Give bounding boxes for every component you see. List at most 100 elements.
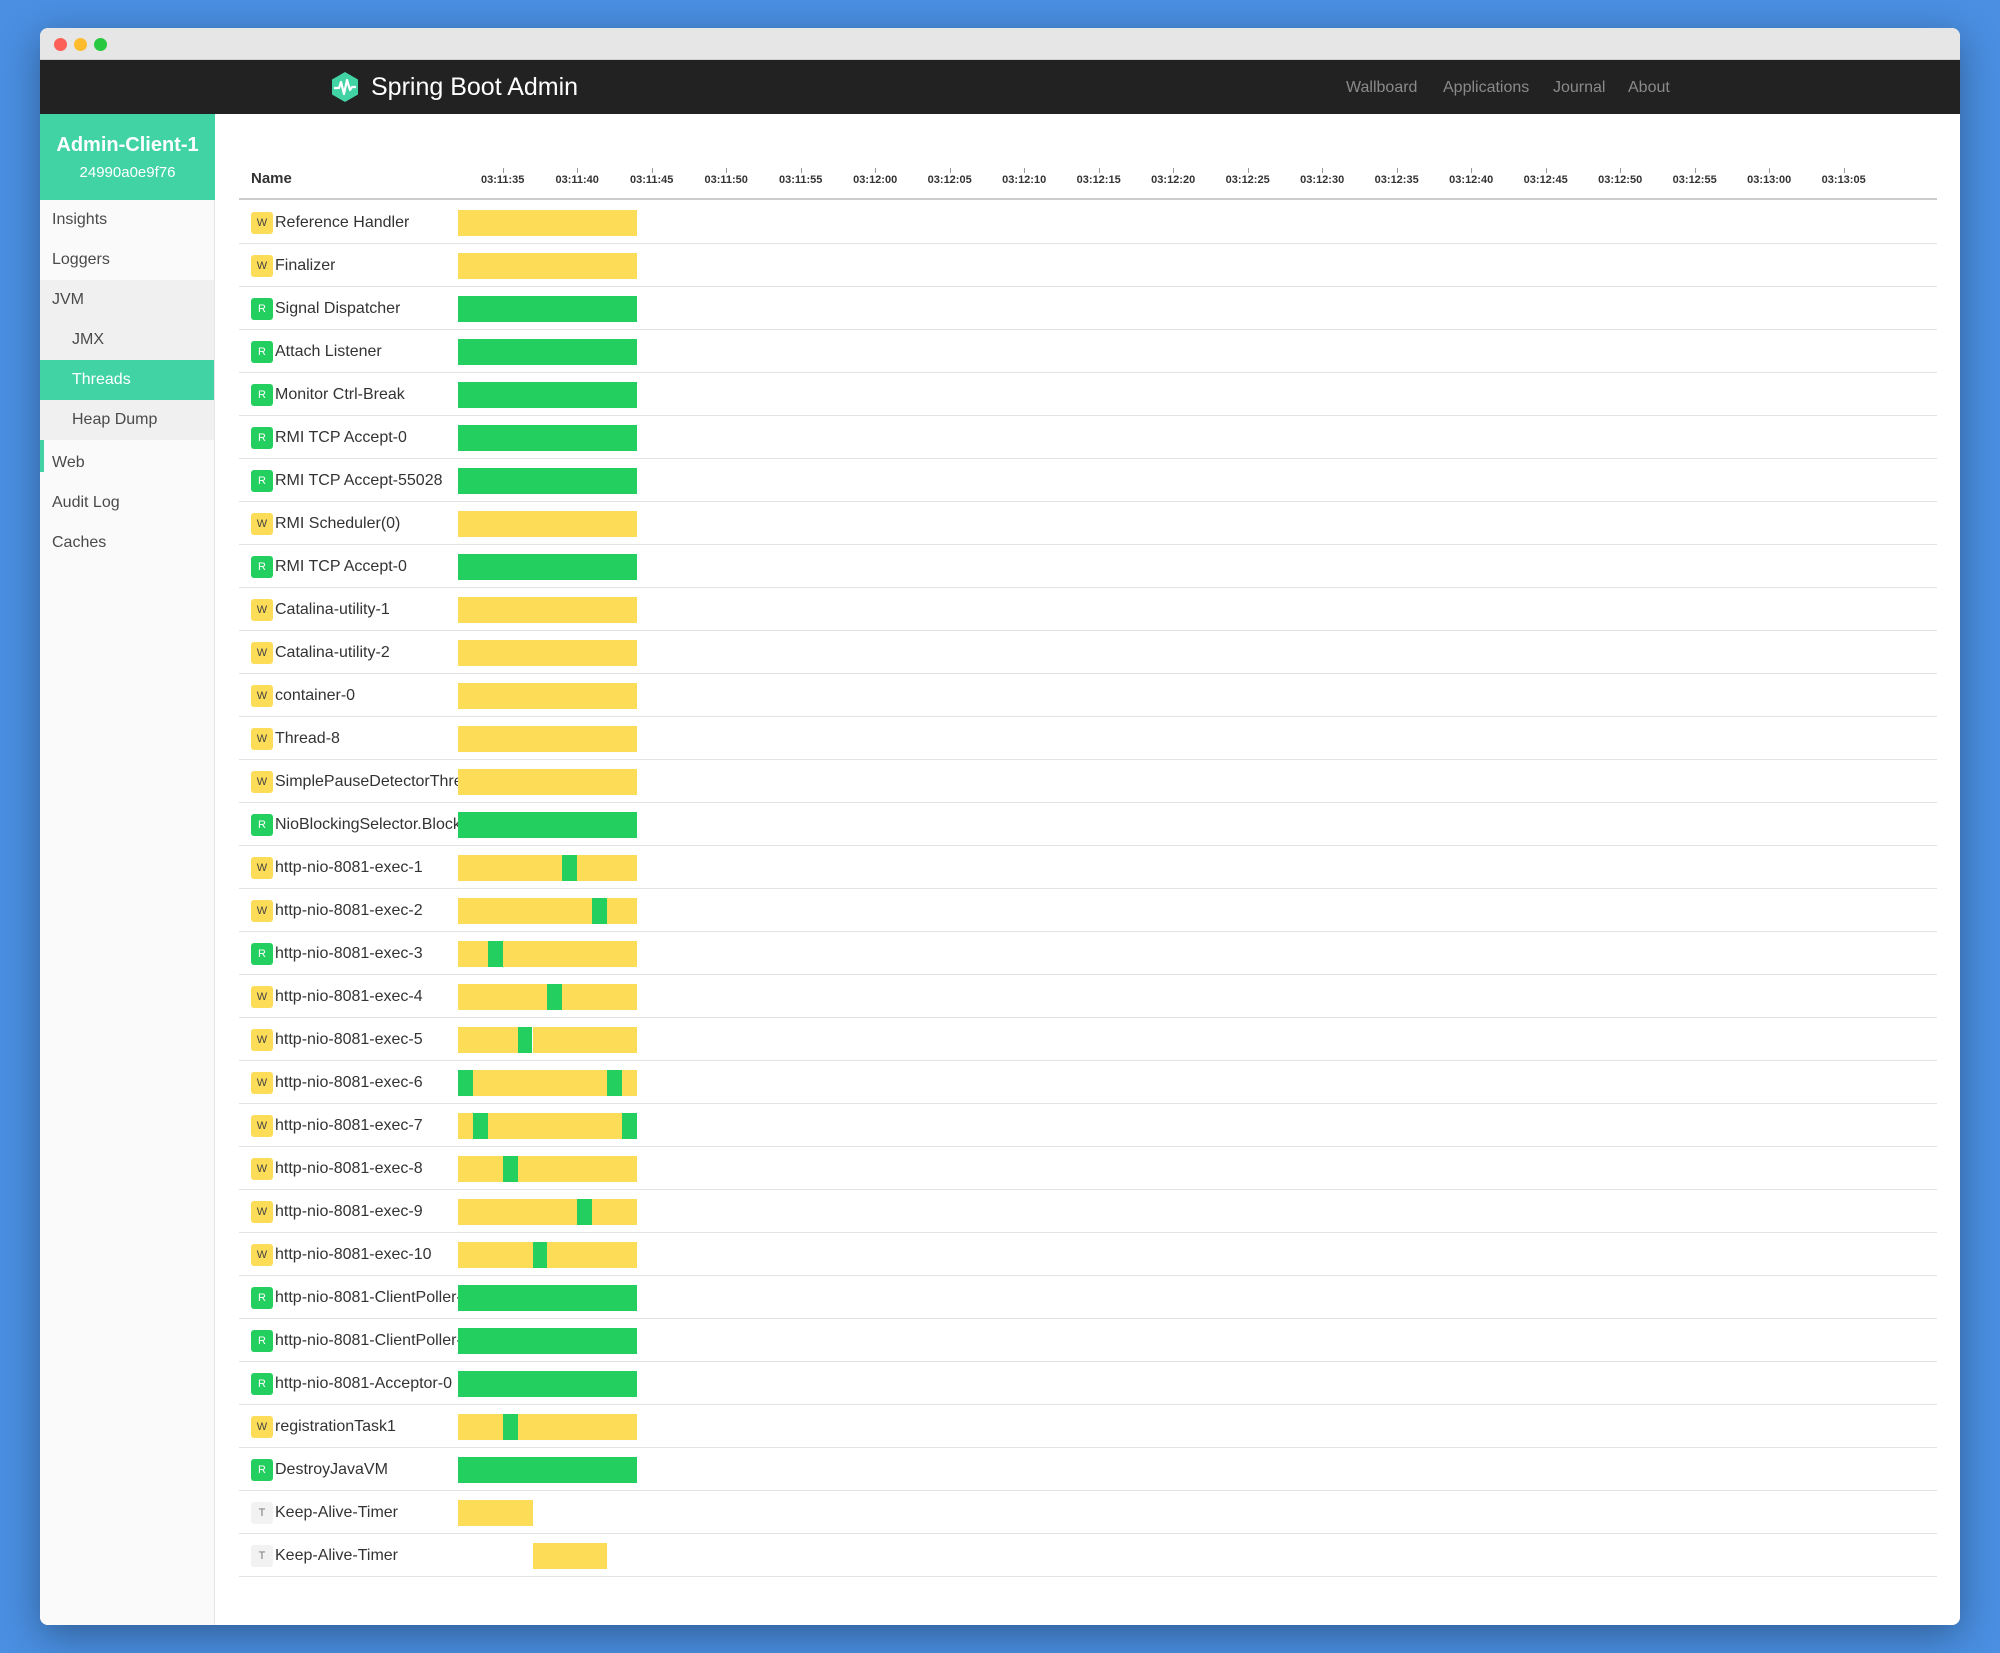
maximize-window-button[interactable] [94, 38, 107, 51]
runnable-segment[interactable] [458, 339, 637, 365]
minimize-window-button[interactable] [74, 38, 87, 51]
runnable-segment[interactable] [607, 1070, 622, 1096]
thread-row[interactable]: R RMI TCP Accept-0 [239, 544, 1937, 588]
runnable-segment[interactable] [458, 1371, 637, 1397]
waiting-segment[interactable] [458, 984, 548, 1010]
runnable-segment[interactable] [458, 554, 637, 580]
waiting-segment[interactable] [458, 855, 563, 881]
sidebar-item-jmx[interactable]: JMX [40, 320, 214, 360]
thread-row[interactable]: T Keep-Alive-Timer [239, 1490, 1937, 1534]
sidebar-item-jvm[interactable]: JVM [40, 280, 214, 320]
waiting-segment[interactable] [458, 253, 637, 279]
thread-row[interactable]: R DestroyJavaVM [239, 1447, 1937, 1491]
runnable-segment[interactable] [517, 1027, 533, 1053]
nav-applications[interactable]: Applications [1443, 79, 1530, 96]
thread-row[interactable]: W SimplePauseDetectorThrea... [239, 759, 1937, 803]
sidebar-item-heap-dump[interactable]: Heap Dump [40, 400, 214, 440]
nav-journal[interactable]: Journal [1553, 79, 1606, 96]
waiting-segment[interactable] [547, 1242, 637, 1268]
runnable-segment[interactable] [502, 1414, 518, 1440]
runnable-segment[interactable] [487, 941, 503, 967]
waiting-segment[interactable] [621, 1070, 637, 1096]
waiting-segment[interactable] [592, 1199, 637, 1225]
thread-row[interactable]: W Finalizer [239, 243, 1937, 287]
waiting-segment[interactable] [458, 683, 637, 709]
sidebar-item-insights[interactable]: Insights [52, 211, 108, 228]
waiting-segment[interactable] [458, 1199, 578, 1225]
nav-about[interactable]: About [1628, 79, 1670, 96]
waiting-segment[interactable] [458, 210, 637, 236]
thread-row[interactable]: W Catalina-utility-1 [239, 587, 1937, 631]
runnable-segment[interactable] [458, 812, 637, 838]
waiting-segment[interactable] [458, 941, 488, 967]
sidebar-item-loggers[interactable]: Loggers [52, 251, 110, 268]
runnable-segment[interactable] [592, 898, 607, 924]
waiting-segment[interactable] [487, 1113, 622, 1139]
nav-wallboard[interactable]: Wallboard [1346, 79, 1418, 96]
waiting-segment[interactable] [472, 1070, 607, 1096]
runnable-segment[interactable] [458, 425, 637, 451]
waiting-segment[interactable] [458, 511, 637, 537]
waiting-segment[interactable] [458, 1113, 473, 1139]
runnable-segment[interactable] [621, 1113, 637, 1139]
runnable-segment[interactable] [458, 296, 637, 322]
waiting-segment[interactable] [458, 597, 637, 623]
runnable-segment[interactable] [458, 1457, 637, 1483]
thread-row[interactable]: R Signal Dispatcher [239, 286, 1937, 330]
waiting-segment[interactable] [458, 1414, 503, 1440]
thread-row[interactable]: R Monitor Ctrl-Break [239, 372, 1937, 416]
waiting-segment[interactable] [577, 855, 637, 881]
runnable-segment[interactable] [458, 1285, 637, 1311]
waiting-segment[interactable] [458, 640, 637, 666]
runnable-segment[interactable] [577, 1199, 593, 1225]
waiting-segment[interactable] [517, 1156, 637, 1182]
thread-row[interactable]: W Catalina-utility-2 [239, 630, 1937, 674]
close-window-button[interactable] [54, 38, 67, 51]
waiting-segment[interactable] [458, 1027, 518, 1053]
runnable-segment[interactable] [458, 1328, 637, 1354]
runnable-segment[interactable] [458, 468, 637, 494]
waiting-segment[interactable] [532, 1027, 637, 1053]
runnable-segment[interactable] [458, 1070, 473, 1096]
sidebar-item-web[interactable]: Web [52, 454, 85, 471]
timed-waiting-segment[interactable] [458, 1500, 533, 1526]
waiting-segment[interactable] [458, 898, 593, 924]
sidebar-item-audit-log[interactable]: Audit Log [52, 494, 120, 511]
timed-waiting-segment[interactable] [532, 1543, 607, 1569]
waiting-segment[interactable] [502, 941, 637, 967]
thread-row[interactable]: W Reference Handler [239, 200, 1937, 244]
runnable-segment[interactable] [502, 1156, 518, 1182]
sidebar-item-caches[interactable]: Caches [52, 534, 107, 551]
thread-row[interactable]: R NioBlockingSelector.Block... [239, 802, 1937, 846]
runnable-segment[interactable] [547, 984, 563, 1010]
waiting-segment[interactable] [458, 1242, 533, 1268]
runnable-segment[interactable] [472, 1113, 488, 1139]
thread-row[interactable]: W Thread-8 [239, 716, 1937, 760]
waiting-segment[interactable] [458, 726, 637, 752]
runnable-segment[interactable] [458, 382, 637, 408]
thread-row[interactable]: R RMI TCP Accept-55028 [239, 458, 1937, 502]
waiting-segment[interactable] [458, 1156, 503, 1182]
brand-title[interactable]: Spring Boot Admin [371, 73, 579, 101]
thread-row[interactable]: R Attach Listener [239, 329, 1937, 373]
runnable-segment[interactable] [562, 855, 578, 881]
waiting-segment[interactable] [562, 984, 637, 1010]
thread-row[interactable]: W RMI Scheduler(0) [239, 501, 1937, 545]
thread-row[interactable]: T Keep-Alive-Timer [239, 1533, 1937, 1577]
waiting-segment[interactable] [517, 1414, 637, 1440]
